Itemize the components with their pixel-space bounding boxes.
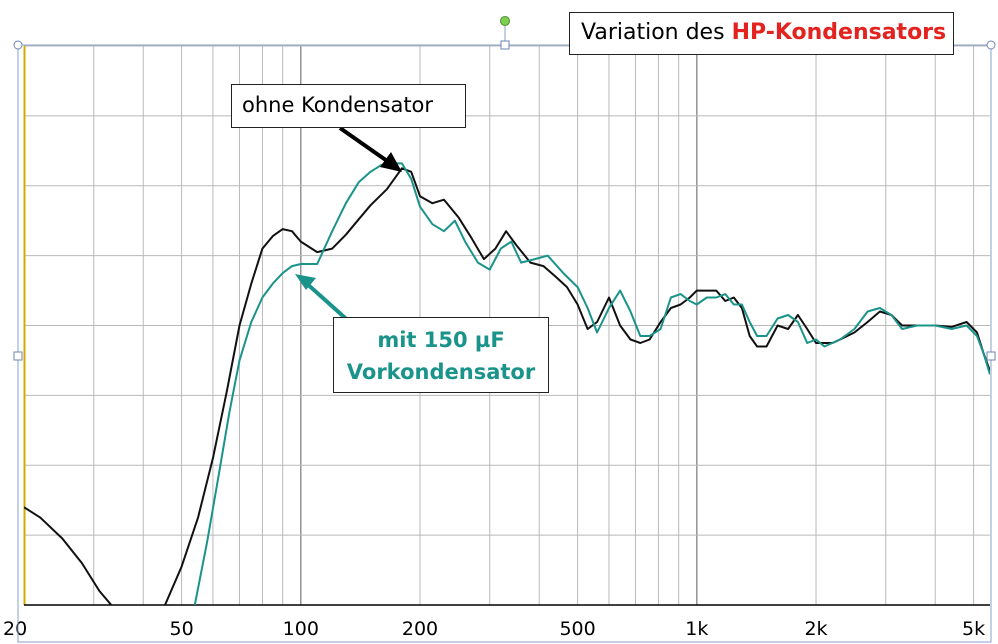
series-line-vorkondensator: [193, 162, 990, 605]
x-tick-label: 100: [283, 618, 319, 640]
x-tick-labels: 20 50 100 200 500 1k 2k 5k: [3, 618, 985, 640]
rotation-handle[interactable]: [500, 16, 510, 26]
black-callout-arrow: [338, 126, 402, 172]
callout-black-text: ohne Kondensator: [242, 93, 434, 117]
x-tick-label: 1k: [685, 618, 708, 640]
title-prefix: Variation des: [581, 20, 732, 45]
horizontal-gridlines: [24, 45, 990, 536]
resize-handle-left[interactable]: [13, 351, 23, 361]
series-line-ohne-kondensator: [24, 167, 990, 605]
x-tick-label: 50: [169, 618, 193, 640]
chart-title-box[interactable]: Variation des HP-Kondensators: [569, 12, 954, 55]
x-tick-label: 2k: [804, 618, 827, 640]
resize-handle-top-left[interactable]: [13, 40, 23, 50]
callout-ohne-kondensator[interactable]: ohne Kondensator: [231, 84, 466, 128]
callout-teal-line1: mit 150 µF: [377, 328, 505, 352]
x-tick-label: 20: [3, 618, 27, 640]
resize-handle-top-right[interactable]: [986, 40, 996, 50]
x-tick-label: 200: [402, 618, 438, 640]
x-tick-label: 500: [559, 618, 595, 640]
x-tick-label: 5k: [962, 618, 985, 640]
title-highlight: HP-Kondensators: [731, 20, 947, 45]
series-layer: [24, 162, 990, 605]
resize-handle-right[interactable]: [986, 351, 996, 361]
selection-frame[interactable]: [13, 16, 996, 643]
resize-handle-top[interactable]: [500, 40, 510, 50]
callout-vorkondensator[interactable]: mit 150 µF Vorkondensator: [333, 317, 549, 393]
callout-teal-line2: Vorkondensator: [346, 360, 536, 384]
